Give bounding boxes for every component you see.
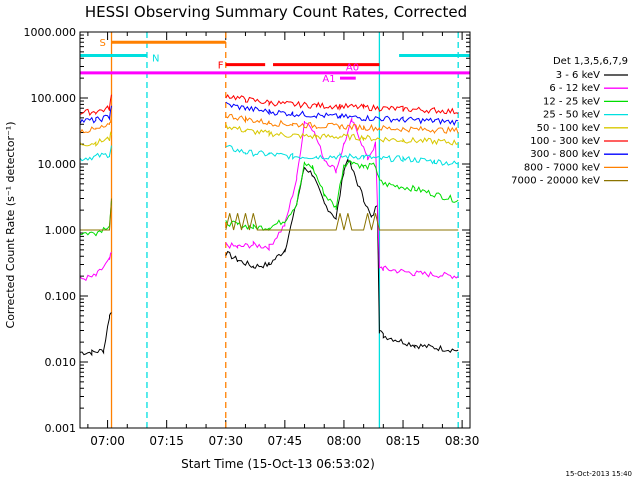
axis-ticks: [80, 31, 470, 429]
series-line-1: [80, 158, 459, 357]
y-tick-label: 0.010: [45, 356, 77, 369]
series-line-3: [80, 159, 459, 237]
legend-label: 12 - 25 keV: [543, 96, 600, 107]
flag-label: N: [152, 54, 159, 65]
legend-label: 100 - 300 keV: [530, 136, 600, 147]
legend: Det 1,3,5,6,7,9 3 - 6 keV 6 - 12 keV 12 - …: [511, 56, 628, 187]
series-lines: [80, 94, 459, 357]
legend-label: 25 - 50 keV: [543, 110, 600, 121]
y-tick-label: 100.000: [31, 92, 77, 105]
y-axis-label: Corrected Count Rate (s⁻¹ detector⁻¹): [4, 122, 17, 329]
series-line-8: [80, 113, 459, 135]
legend-label: 300 - 800 keV: [530, 149, 600, 160]
legend-label: 7000 - 20000 keV: [511, 176, 600, 187]
footer-timestamp: 15-Oct-2013 15:40: [566, 470, 632, 478]
x-axis-label: Start Time (15-Oct-13 06:53:02): [181, 457, 375, 471]
legend-label: 6 - 12 keV: [549, 83, 600, 94]
x-tick-label: 08:00: [327, 434, 362, 448]
series-line-7: [80, 101, 459, 127]
x-tick-label: 07:15: [149, 434, 184, 448]
flag-label: S: [100, 38, 106, 49]
series-line-9: [80, 198, 459, 231]
flag-label: A0: [346, 63, 359, 74]
x-tick-label: 08:15: [386, 434, 421, 448]
flag-label: A1: [322, 74, 335, 85]
tick-labels: 0.001 0.010 0.100 1.000 10.000 100.000 1000.00…: [24, 26, 480, 448]
x-tick-label: 08:30: [445, 434, 480, 448]
x-tick-label: 07:45: [268, 434, 303, 448]
series-line-4: [80, 144, 459, 166]
legend-label: 50 - 100 keV: [537, 123, 601, 134]
series-line-6: [80, 94, 459, 117]
flag-label: F: [218, 61, 224, 72]
legend-label: 800 - 7000 keV: [524, 162, 600, 173]
legend-title: Det 1,3,5,6,7,9: [553, 56, 628, 67]
flag-bars: S N F A0 A1: [80, 38, 470, 85]
x-tick-label: 07:30: [208, 434, 243, 448]
y-tick-label: 0.001: [45, 422, 77, 435]
legend-label: 3 - 6 keV: [556, 70, 600, 81]
y-tick-label: 1000.000: [24, 26, 77, 39]
y-tick-label: 1.000: [45, 224, 77, 237]
x-tick-label: 07:00: [90, 434, 125, 448]
plot-frame: [79, 31, 471, 429]
chart-title: HESSI Observing Summary Count Rates, Cor…: [85, 3, 467, 21]
series-line-5: [80, 123, 459, 147]
y-tick-label: 10.000: [38, 158, 77, 171]
y-tick-label: 0.100: [45, 290, 77, 303]
